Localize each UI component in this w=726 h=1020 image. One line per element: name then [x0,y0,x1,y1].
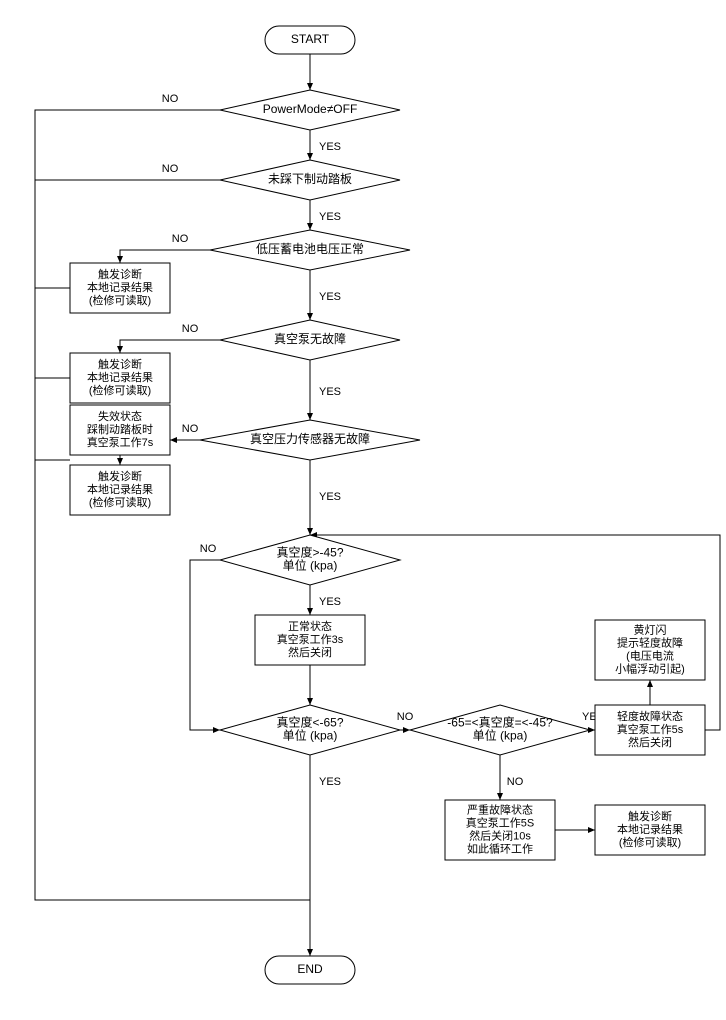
svg-text:本地记录结果: 本地记录结果 [87,280,153,294]
svg-text:轻度故障状态: 轻度故障状态 [617,709,683,723]
svg-text:YES: YES [319,776,341,788]
svg-text:真空泵工作3s: 真空泵工作3s [277,632,344,646]
node-d2: 未踩下制动踏板 [220,160,400,200]
svg-text:正常状态: 正常状态 [288,619,332,633]
svg-text:YES: YES [319,211,341,223]
node-d1: PowerMode≠OFF [220,90,400,130]
svg-text:黄灯闪: 黄灯闪 [634,622,667,636]
node-d6: 真空度>-45?单位 (kpa) [220,535,400,585]
node-end: END [265,956,355,984]
svg-text:YES: YES [319,291,341,303]
flowchart-canvas: YESNOYESNOYESNOYESNOYESNOYESNOYESNOYESNO… [10,10,726,1010]
svg-text:低压蓄电池电压正常: 低压蓄电池电压正常 [256,242,364,256]
svg-text:真空泵无故障: 真空泵无故障 [274,331,346,346]
svg-text:本地记录结果: 本地记录结果 [617,822,683,836]
node-d3: 低压蓄电池电压正常 [210,230,410,270]
svg-text:NO: NO [182,423,199,435]
svg-text:真空压力传感器无故障: 真空压力传感器无故障 [250,431,370,446]
svg-text:YES: YES [319,491,341,503]
svg-text:然后关闭10s: 然后关闭10s [469,828,531,842]
svg-text:未踩下制动踏板: 未踩下制动踏板 [268,172,352,186]
svg-text:本地记录结果: 本地记录结果 [87,482,153,496]
edge-25 [35,900,310,956]
svg-text:NO: NO [182,323,199,335]
svg-text:严重故障状态: 严重故障状态 [467,802,533,816]
node-d8: -65=<真空度=<-45?单位 (kpa) [410,705,590,755]
svg-text:NO: NO [397,711,414,723]
svg-text:START: START [291,32,330,46]
svg-text:YES: YES [319,596,341,608]
svg-text:单位 (kpa): 单位 (kpa) [283,558,338,573]
svg-text:(检修可读取): (检修可读取) [619,835,681,849]
svg-text:然后关闭: 然后关闭 [288,645,332,659]
edge-6 [120,250,210,263]
node-p5a: 失效状态踩制动踏板时真空泵工作7s [70,405,170,455]
node-p8yes2: 轻度故障状态真空泵工作5s然后关闭 [595,705,705,755]
svg-text:如此循环工作: 如此循环工作 [467,841,533,855]
svg-text:真空泵工作5s: 真空泵工作5s [617,722,684,736]
svg-text:真空度<-65?: 真空度<-65? [276,715,343,730]
svg-text:YES: YES [319,386,341,398]
svg-text:触发诊断: 触发诊断 [98,357,142,371]
node-p5b: 触发诊断本地记录结果(检修可读取) [70,465,170,515]
svg-text:触发诊断: 触发诊断 [98,267,142,281]
node-p4: 触发诊断本地记录结果(检修可读取) [70,353,170,403]
svg-text:END: END [297,962,323,976]
edge-9 [120,340,220,353]
svg-text:NO: NO [507,776,524,788]
node-d5: 真空压力传感器无故障 [200,420,420,460]
node-p8yes1: 黄灯闪提示轻度故障(电压电流小幅浮动引起) [595,620,705,680]
node-p8no2: 触发诊断本地记录结果(检修可读取) [595,805,705,855]
svg-text:单位 (kpa): 单位 (kpa) [473,728,528,743]
svg-text:真空度>-45?: 真空度>-45? [276,545,343,560]
svg-text:NO: NO [200,543,217,555]
svg-text:然后关闭: 然后关闭 [628,735,672,749]
node-d7: 真空度<-65?单位 (kpa) [220,705,400,755]
node-p6: 正常状态真空泵工作3s然后关闭 [255,615,365,665]
svg-text:触发诊断: 触发诊断 [628,809,672,823]
node-d4: 真空泵无故障 [220,320,400,360]
svg-text:真空泵工作7s: 真空泵工作7s [87,435,154,449]
svg-text:失效状态: 失效状态 [98,409,142,423]
svg-text:PowerMode≠OFF: PowerMode≠OFF [263,102,358,116]
svg-text:NO: NO [172,233,189,245]
node-p3: 触发诊断本地记录结果(检修可读取) [70,263,170,313]
svg-text:NO: NO [162,93,179,105]
svg-text:YES: YES [319,141,341,153]
svg-text:真空泵工作5S: 真空泵工作5S [466,815,534,829]
svg-text:(检修可读取): (检修可读取) [89,293,151,307]
svg-text:(检修可读取): (检修可读取) [89,495,151,509]
svg-text:本地记录结果: 本地记录结果 [87,370,153,384]
svg-text:小幅浮动引起): 小幅浮动引起) [615,661,685,675]
svg-text:(电压电流: (电压电流 [626,648,674,662]
node-start: START [265,26,355,54]
svg-text:(检修可读取): (检修可读取) [89,383,151,397]
svg-text:触发诊断: 触发诊断 [98,469,142,483]
edge-16 [190,560,220,730]
svg-text:单位 (kpa): 单位 (kpa) [283,728,338,743]
svg-text:提示轻度故障: 提示轻度故障 [617,635,683,649]
svg-text:踩制动踏板时: 踩制动踏板时 [87,422,153,436]
node-p8no1: 严重故障状态真空泵工作5S然后关闭10s如此循环工作 [445,800,555,860]
svg-text:-65=<真空度=<-45?: -65=<真空度=<-45? [447,715,553,730]
svg-text:NO: NO [162,163,179,175]
